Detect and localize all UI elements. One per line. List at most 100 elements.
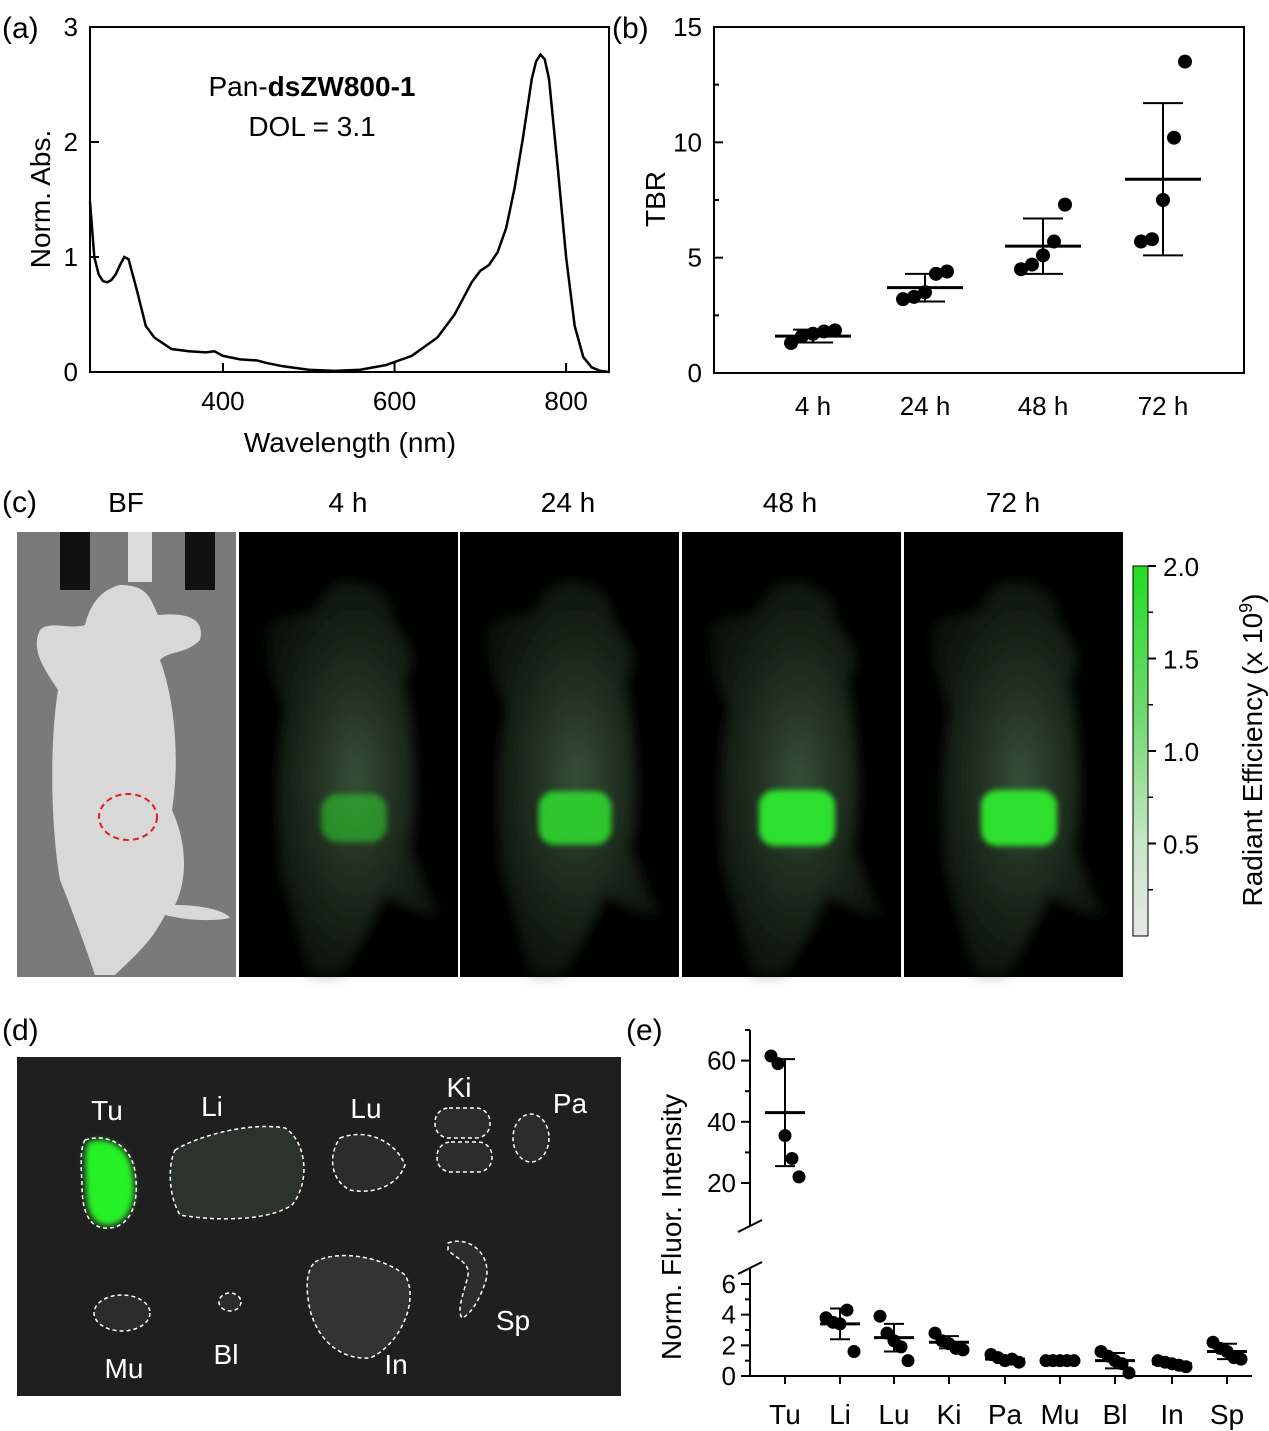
panel-b-point (1145, 232, 1159, 247)
panel-b-point (806, 326, 820, 341)
bf-mouse-silhouette (36, 585, 230, 975)
organ-ki-bottom-outline (436, 1141, 493, 1173)
panel-b-point (817, 324, 831, 339)
bf-image (17, 532, 236, 977)
tumor-signal (538, 791, 612, 845)
panel-e-xtick-label: Sp (1210, 1399, 1244, 1430)
panel-b-point (1156, 193, 1170, 207)
tumor-signal (759, 790, 835, 846)
panel-a-ytick-label: 3 (64, 12, 78, 42)
panel-e-point (1012, 1355, 1026, 1369)
panel-b-xtick-label: 72 h (1138, 391, 1189, 421)
mouse-body-signal (708, 580, 888, 975)
panel-e-point (901, 1354, 915, 1368)
panel-a-annotation-1: Pan-dsZW800-1 (209, 71, 416, 102)
panel-b-point (1178, 54, 1192, 69)
fluorescence-image-4 (904, 532, 1123, 977)
panel-e-ytick-label: 20 (707, 1168, 736, 1198)
organ-label-lu: Lu (350, 1093, 381, 1124)
panel-e-point (894, 1340, 908, 1354)
panel-e-ytick-label: 2 (722, 1330, 736, 1360)
panel-c-image-label: BF (108, 487, 144, 518)
organ-mu-outline (93, 1294, 151, 1332)
panel-a-ytick-label: 1 (64, 242, 78, 272)
panel-b-point (1047, 234, 1061, 249)
panel-b-point (1025, 257, 1039, 272)
panel-e-axis-break-mark (737, 1219, 763, 1233)
panel-b-point (1167, 130, 1181, 145)
panel-c-image-label: 72 h (986, 487, 1041, 518)
colorbar-tick-label: 1.5 (1163, 645, 1199, 675)
panel-b-xtick-label: 24 h (900, 391, 951, 421)
organ-label-pa: Pa (553, 1088, 588, 1119)
panel-d-organ-image: Tu Li Lu Ki Pa Mu Bl In Sp (17, 1057, 621, 1396)
panel-e-ytick-label: 6 (722, 1269, 736, 1299)
panel-e-point (1067, 1354, 1081, 1368)
panel-e-point (778, 1129, 792, 1143)
organ-tu-outline (80, 1137, 137, 1229)
panel-label-d: (d) (2, 1014, 39, 1047)
organ-in-outline (306, 1254, 411, 1359)
panel-b-point (940, 264, 954, 279)
mouse-body-signal (486, 580, 666, 975)
panel-label-c: (c) (2, 486, 37, 519)
panel-a-ytick-label: 0 (64, 357, 78, 387)
colorbar-tick-label: 2.0 (1163, 552, 1199, 582)
fluorescence-image-3 (682, 532, 901, 977)
panel-e-point (792, 1170, 806, 1184)
panel-e-ytick-label: 40 (707, 1107, 736, 1137)
panel-label-e: (e) (626, 1014, 663, 1047)
panel-e-ytick-label: 4 (722, 1300, 736, 1330)
mouse-body-signal (930, 580, 1110, 975)
panel-e-xtick-label: Bl (1103, 1399, 1128, 1430)
panel-a-absorbance-line (88, 52, 610, 374)
panel-b-point (929, 266, 943, 281)
panel-label-a: (a) (2, 12, 39, 45)
panel-e-point (1122, 1366, 1136, 1380)
panel-e-point (1115, 1357, 1129, 1371)
tumor-signal (321, 793, 387, 843)
panel-b-point (918, 285, 932, 300)
panel-e-ytick-label: 60 (707, 1046, 736, 1076)
panel-a-xtick-label: 600 (373, 386, 416, 416)
panel-b-ylabel: TBR (640, 171, 671, 227)
panel-b-point (1058, 197, 1072, 212)
panel-e-point (1234, 1352, 1248, 1366)
panel-b-point (1014, 262, 1028, 277)
panel-e-xtick-label: Mu (1041, 1399, 1080, 1430)
panel-e-point (785, 1152, 799, 1166)
organ-label-li: Li (201, 1091, 223, 1122)
panel-a-chart: 400 600 800 0 1 2 3 Pan-dsZW800-1 DOL = 3.1 Wa… (25, 12, 610, 458)
panel-c-image-label: 4 h (329, 487, 368, 518)
organ-label-bl: Bl (214, 1339, 239, 1370)
organ-label-tu: Tu (91, 1095, 123, 1126)
organ-label-ki: Ki (447, 1072, 472, 1103)
panel-e-xtick-label: In (1160, 1399, 1183, 1430)
organ-li-outline (169, 1125, 305, 1220)
panel-c-image-label: 48 h (763, 487, 818, 518)
fluorescence-image-2 (460, 532, 679, 977)
bf-tumor-outline (98, 793, 158, 841)
panel-e-xtick-label: Tu (769, 1399, 801, 1430)
panel-b-point (1134, 234, 1148, 249)
panel-e-xtick-label: Pa (988, 1399, 1023, 1430)
panel-b-ytick-label: 10 (673, 127, 702, 157)
panel-a-ytick-label: 2 (64, 127, 78, 157)
panel-e-point (956, 1343, 970, 1357)
panel-a-xlabel: Wavelength (nm) (244, 427, 456, 458)
organ-pa-outline (512, 1113, 550, 1163)
panel-label-b: (b) (612, 12, 649, 45)
organ-lu-outline (331, 1133, 406, 1192)
panel-b-point (784, 336, 798, 351)
panel-b-point (795, 329, 809, 344)
panel-e-point (873, 1309, 887, 1323)
panel-e-xtick-label: Ki (937, 1399, 962, 1430)
panel-c-images: BF 4 h 24 h 48 h 72 h 2.0 1.5 1.0 0.5 Radiant E… (17, 487, 1268, 977)
panel-e-xtick-label: Li (829, 1399, 851, 1430)
panel-b-point (828, 323, 842, 338)
organ-ki-top-outline (434, 1107, 491, 1139)
panel-a-frame (89, 26, 610, 373)
panel-b-point (1036, 248, 1050, 263)
